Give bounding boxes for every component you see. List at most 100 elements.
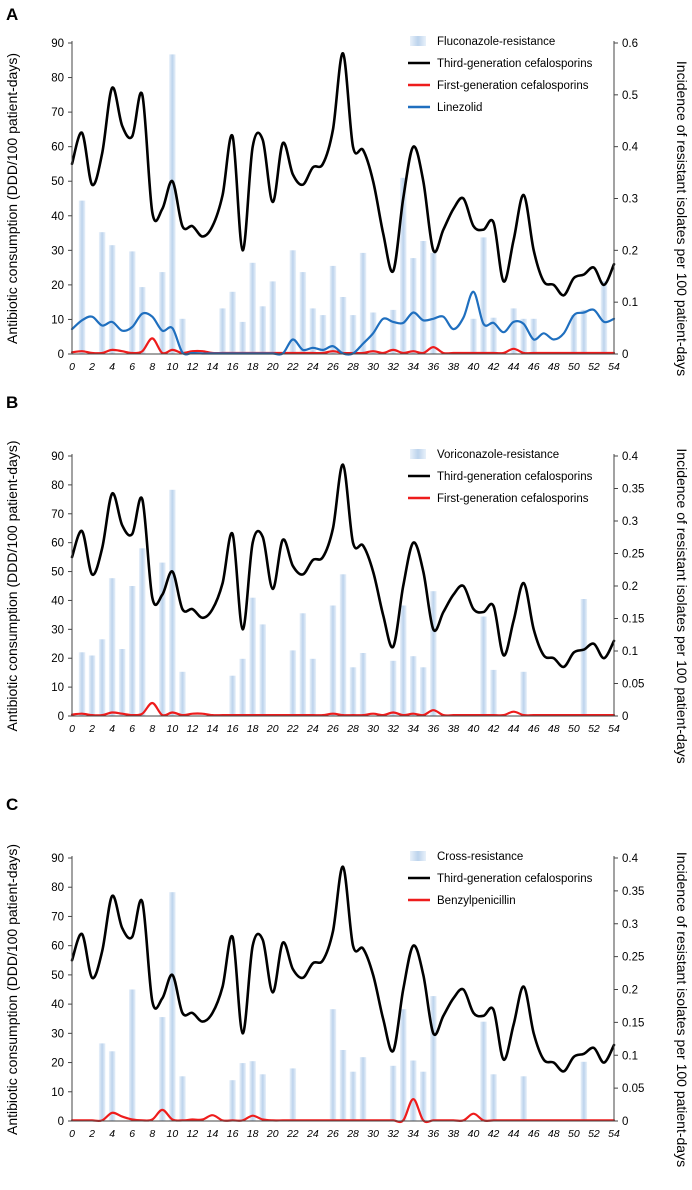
resistance-bar [389,309,397,354]
resistance-bar [400,605,407,716]
x-tick-label: 44 [508,361,520,373]
x-tick-label: 46 [528,361,540,373]
chart-panel-A: A 0 10 20 30 40 50 60 70 80 90 0 0.1 0.2 0.3 0.4 0.5 0.6 0… [4,5,690,376]
right-tick-label: 0.5 [622,90,638,102]
right-tick-label: 0.35 [622,886,644,898]
x-tick-label: 42 [488,361,500,373]
resistance-bar [219,308,226,354]
x-tick-label: 20 [266,723,279,735]
resistance-bar [129,251,136,354]
x-tick-label: 16 [227,1128,239,1140]
left-tick-label: 30 [51,624,64,636]
resistance-bar [299,272,307,354]
right-tick-label: 0.15 [622,1017,644,1029]
x-tick-label: 2 [88,361,95,373]
right-axis-title: Incidence of resistant isolates per 100 … [674,852,690,1167]
resistance-bar [129,586,136,716]
x-tick-label: 52 [588,1128,600,1140]
x-tick-label: 22 [286,1128,299,1140]
x-tick-label: 10 [167,723,179,735]
x-tick-label: 54 [608,361,620,373]
x-tick-label: 8 [149,723,155,735]
right-tick-label: 0.3 [622,919,638,931]
x-tick-label: 14 [207,1128,219,1140]
resistance-bar [108,245,116,354]
left-tick-label: 30 [51,1028,64,1040]
resistance-bar [600,281,608,354]
left-tick-label: 40 [51,999,64,1011]
left-tick-label: 80 [51,480,64,492]
resistance-bar [400,177,407,354]
resistance-bar [430,996,437,1121]
x-tick-label: 14 [207,723,219,735]
left-tick-label: 10 [51,314,64,326]
left-tick-label: 10 [51,1087,64,1099]
resistance-bar [389,1065,397,1121]
x-tick-label: 50 [568,1128,580,1140]
x-tick-label: 24 [306,723,319,735]
resistance-bar [88,655,96,716]
x-tick-label: 8 [149,361,155,373]
left-tick-label: 20 [51,653,64,665]
resistance-bar [410,656,417,716]
left-tick-label: 50 [51,176,64,188]
resistance-bar [339,574,347,716]
x-tick-label: 10 [167,1128,179,1140]
right-tick-label: 0 [622,349,628,361]
x-tick-label: 18 [247,1128,259,1140]
resistance-bar [159,1017,166,1121]
x-tick-label: 48 [548,361,560,373]
x-tick-label: 32 [387,723,399,735]
legend-entry: Third-generation cefalosporins [437,58,593,70]
x-tick-label: 2 [88,723,95,735]
legend-entry: Cross-resistance [437,851,523,863]
resistance-bar [179,1076,186,1121]
right-tick-label: 0.25 [622,952,644,964]
resistance-bar [159,272,166,354]
resistance-bar [510,308,517,354]
resistance-bar [490,669,497,716]
resistance-bar [420,1071,427,1121]
left-tick-label: 50 [51,567,64,579]
right-tick-label: 0.4 [622,142,639,154]
x-tick-label: 26 [326,361,339,373]
x-tick-label: 14 [207,361,219,373]
x-tick-label: 6 [129,723,135,735]
x-tick-label: 42 [488,723,500,735]
resistance-bar [239,658,246,716]
x-tick-label: 10 [167,361,179,373]
x-tick-label: 32 [387,1128,399,1140]
left-tick-label: 70 [51,911,64,923]
right-tick-label: 0.05 [622,679,644,691]
left-tick-label: 90 [51,451,64,463]
legend-bar-swatch [410,36,426,46]
x-tick-label: 0 [69,1128,75,1140]
resistance-bar [129,989,136,1121]
resistance-bar [570,315,578,354]
resistance-bar [229,291,236,354]
resistance-bar [159,562,166,716]
resistance-bar [339,297,347,354]
x-tick-label: 26 [326,723,339,735]
left-tick-label: 0 [58,711,64,723]
resistance-bar [249,597,256,716]
resistance-bar [249,262,256,354]
x-tick-label: 6 [129,1128,135,1140]
resistance-bar [169,892,176,1121]
x-tick-label: 0 [69,361,75,373]
right-tick-label: 0.4 [622,451,639,463]
resistance-bar [520,671,527,716]
left-tick-label: 60 [51,142,64,154]
resistance-bar [400,1009,407,1121]
resistance-bar [430,591,437,716]
resistance-bar [169,54,176,355]
resistance-bar [289,1068,297,1121]
x-tick-label: 46 [528,723,540,735]
resistance-bar [580,1061,588,1121]
resistance-bar [269,281,276,354]
left-tick-label: 80 [51,882,64,894]
x-tick-label: 12 [187,361,199,373]
x-tick-label: 44 [508,1128,520,1140]
right-tick-label: 0.2 [622,985,638,997]
resistance-bar [139,287,146,354]
